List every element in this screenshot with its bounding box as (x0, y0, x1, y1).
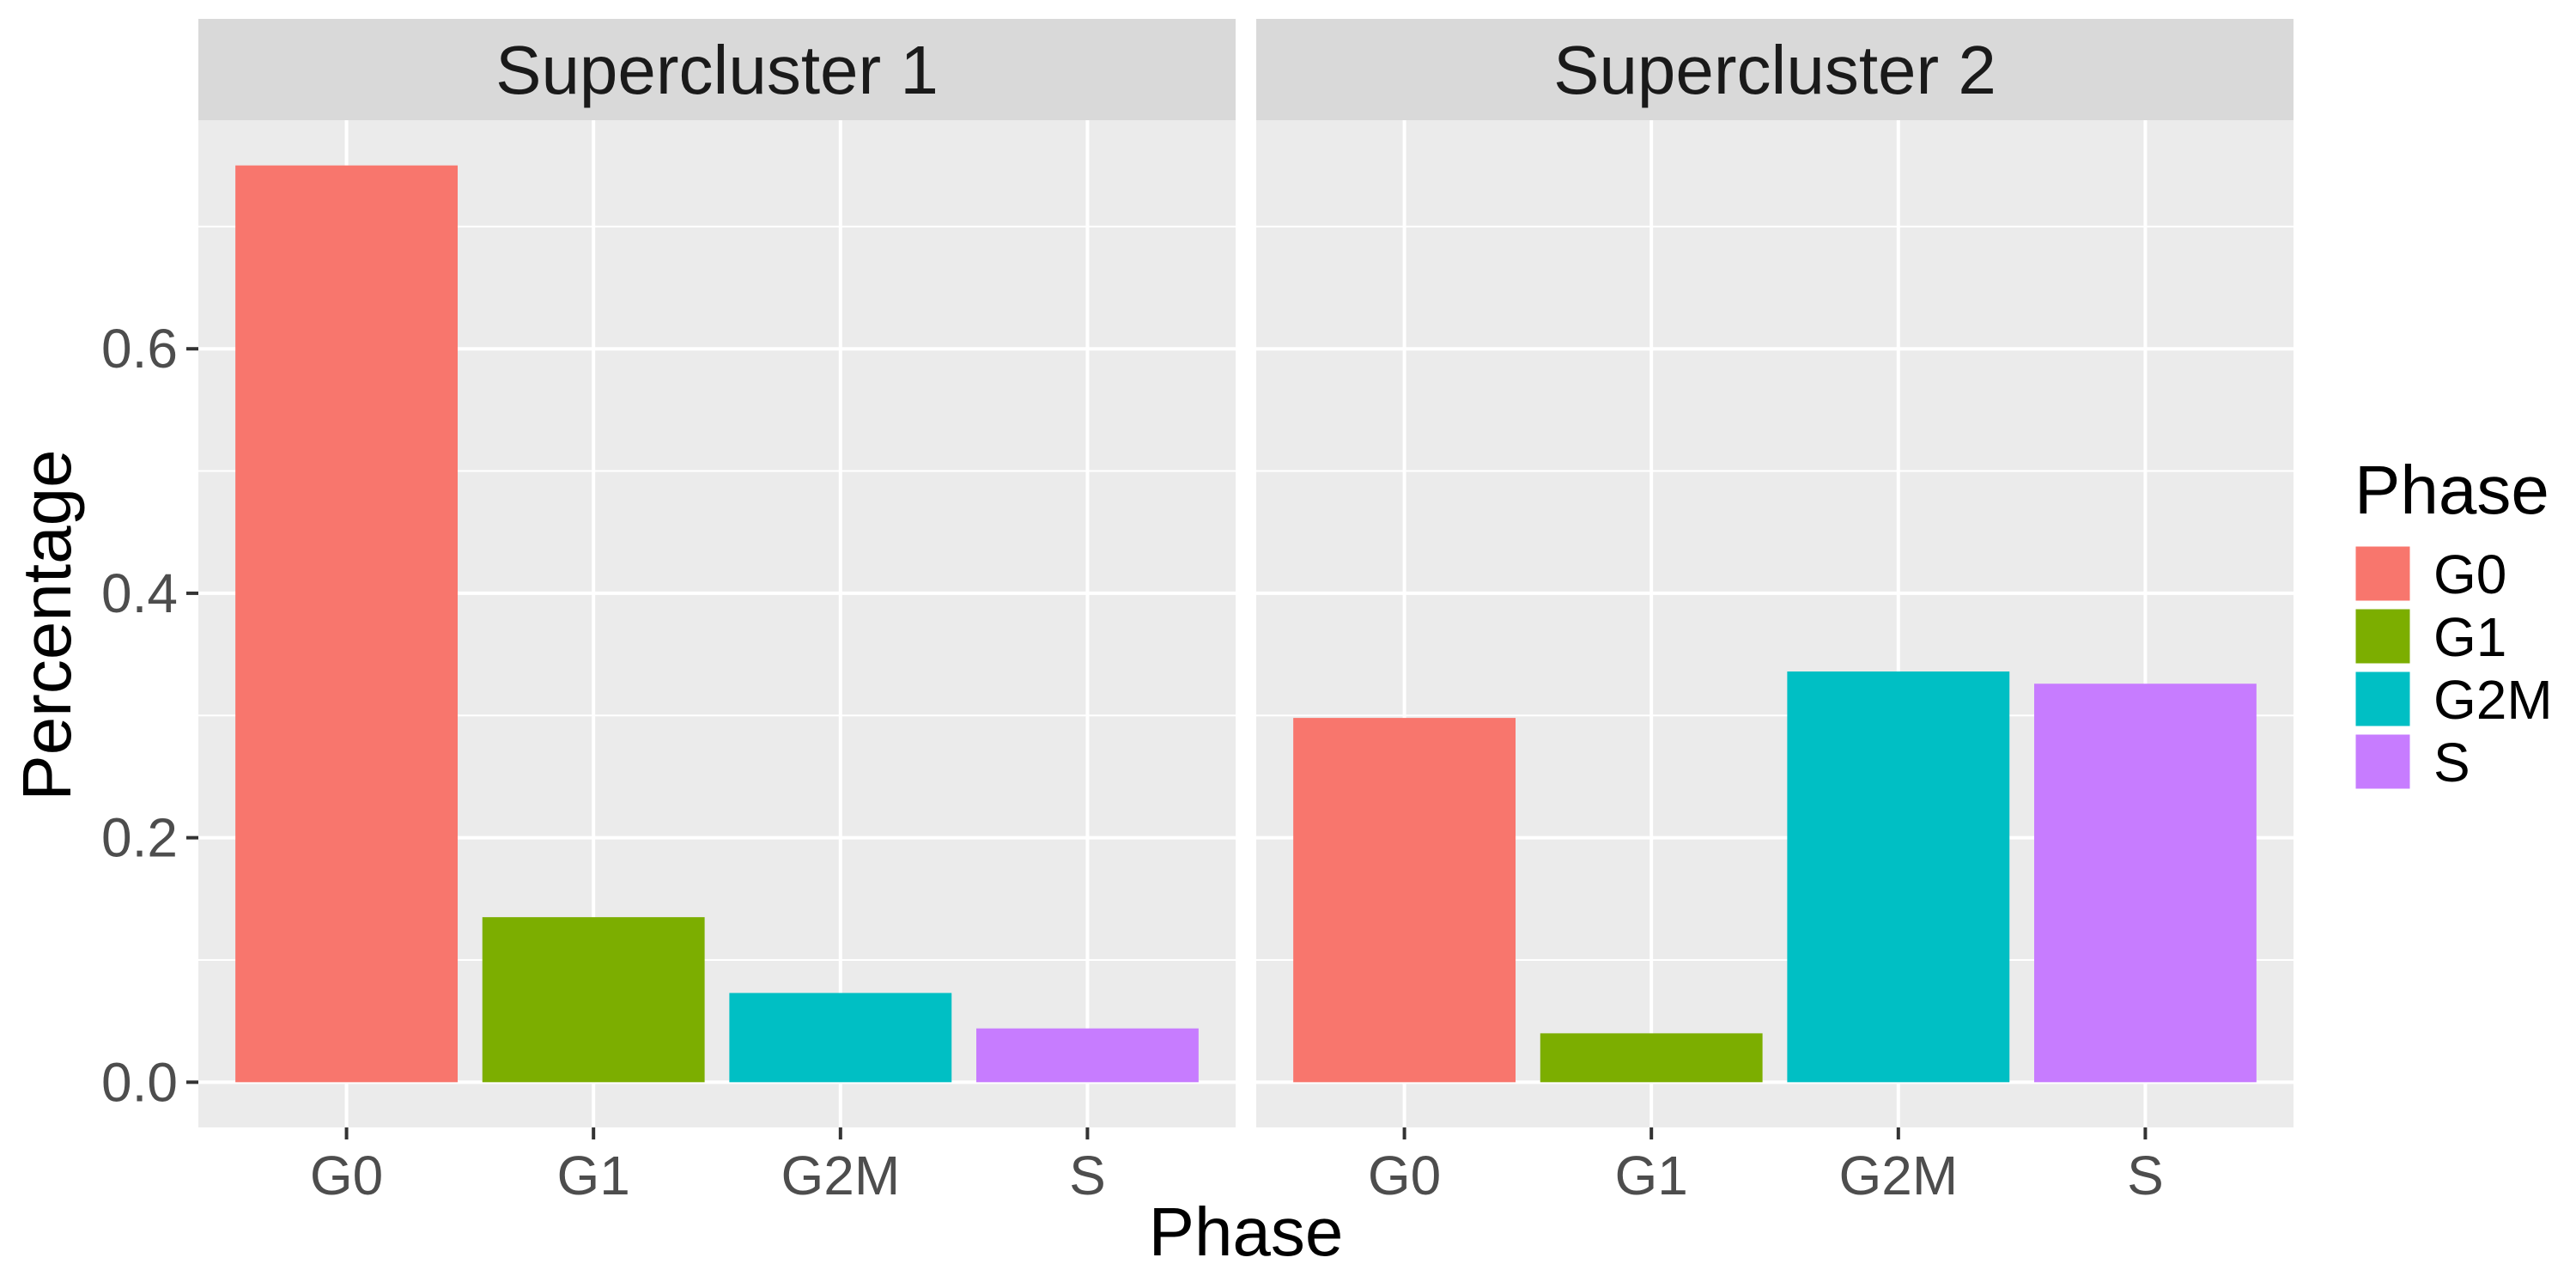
y-tick-label: 0.4 (101, 562, 178, 624)
facet-panel-1: Supercluster 1 G0 G1 G2M S (198, 19, 1236, 1206)
x-tick-label: G2M (1838, 1145, 1958, 1206)
facet-strip-title: Supercluster 2 (1553, 32, 1996, 108)
x-tick-label: G1 (1615, 1145, 1688, 1206)
facet-strip-title: Supercluster 1 (495, 32, 939, 108)
bar-s (976, 1028, 1199, 1083)
y-tick-label: 0.2 (101, 807, 178, 869)
legend-item-g0: G0 (2353, 544, 2506, 605)
legend-item-g2m: G2M (2353, 669, 2553, 731)
legend-label: S (2433, 732, 2470, 793)
facet-strip (1256, 19, 2293, 120)
bar-g0 (1293, 718, 1516, 1083)
bar-g1 (482, 917, 705, 1083)
facet-panel-2: Supercluster 2 G0 G1 G2M S (1256, 19, 2293, 1206)
x-tick-label: S (2127, 1145, 2164, 1206)
legend-swatch (2353, 544, 2413, 604)
x-axis-title: Phase (1149, 1194, 1344, 1270)
legend-label: G0 (2433, 544, 2506, 605)
y-tick-label: 0.0 (101, 1051, 178, 1113)
legend-label: G1 (2433, 606, 2506, 668)
bar-g1 (1540, 1033, 1763, 1083)
x-tick-label: G0 (1368, 1145, 1441, 1206)
bar-g2m (1787, 671, 2010, 1083)
x-tick-label: G2M (781, 1145, 900, 1206)
x-tick-label: G0 (310, 1145, 383, 1206)
x-tick-label: S (1069, 1145, 1106, 1206)
bar-g2m (729, 993, 952, 1083)
facet-strip (198, 19, 1236, 120)
legend-swatch (2353, 606, 2413, 666)
legend-swatch (2353, 669, 2413, 729)
bar-g0 (235, 165, 458, 1083)
y-axis-title: Percentage (9, 449, 85, 800)
legend-label: G2M (2433, 669, 2553, 731)
y-axis: 0.0 0.2 0.4 0.6 (101, 318, 198, 1113)
x-tick-label: G1 (557, 1145, 630, 1206)
legend-swatch (2353, 732, 2413, 792)
legend-title: Phase (2354, 452, 2549, 528)
legend-item-g1: G1 (2353, 606, 2506, 668)
legend-item-s: S (2353, 732, 2470, 793)
y-tick-label: 0.6 (101, 318, 178, 380)
panels: Supercluster 1 G0 G1 G2M S Supercluster 2 G0 G1… (198, 19, 2293, 1206)
bar-s (2034, 683, 2257, 1083)
